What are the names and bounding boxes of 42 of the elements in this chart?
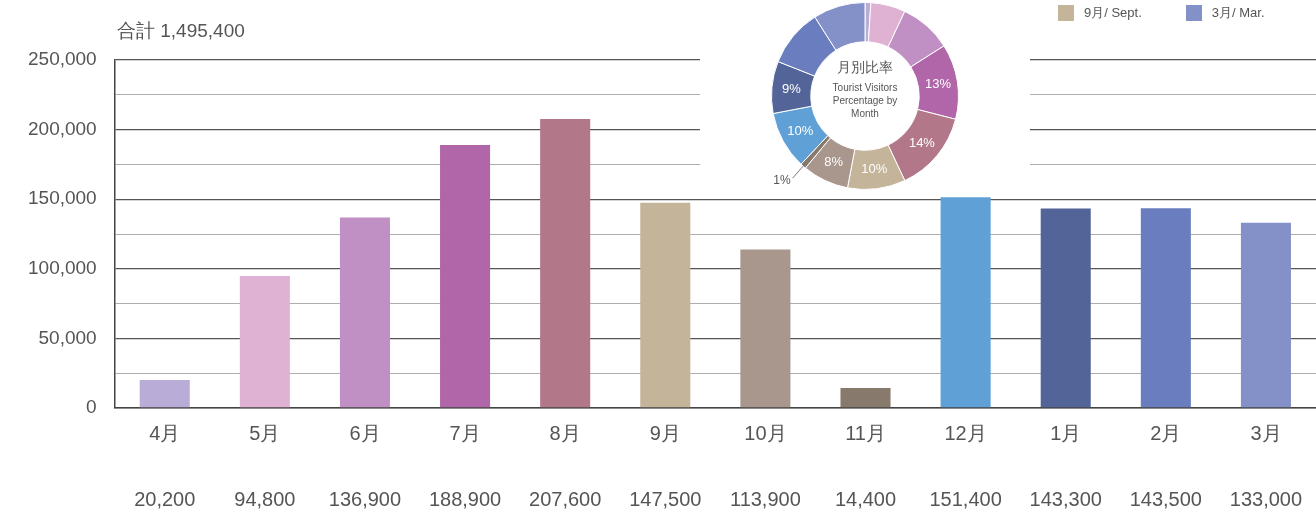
y-tick-label: 150,000 <box>27 187 97 209</box>
text: 月別比率 <box>837 58 893 75</box>
y-tick-label: 250,000 <box>27 48 97 70</box>
data-label: 133,000 <box>1229 487 1303 510</box>
y-tick-label: 200,000 <box>27 117 97 139</box>
x-tick-label: 3月 <box>1250 421 1282 444</box>
data-label: 14,400 <box>834 487 897 510</box>
x-tick-label: 12月 <box>944 421 987 444</box>
x-tick-label: 7月 <box>449 421 481 444</box>
y-tick-label: 0 <box>86 396 97 418</box>
data-label: 143,300 <box>1029 487 1102 510</box>
data-label: 8% <box>824 154 844 170</box>
x-tick-label: 10月 <box>744 421 787 444</box>
data-label: 207,600 <box>529 487 602 510</box>
data-label: 113,900 <box>729 487 801 510</box>
x-tick-label: 11月 <box>845 421 886 444</box>
legend-label: 3月/ Mar. <box>1211 4 1265 22</box>
x-tick-label: 2月 <box>1150 421 1182 444</box>
x-tick-label: 8月 <box>549 421 581 444</box>
data-label: 147,500 <box>629 487 702 510</box>
x-tick-label: 5月 <box>249 421 281 444</box>
x-tick-label: 9月 <box>649 421 681 444</box>
chart-title: 合計 1,495,400 <box>117 19 245 43</box>
x-tick-label: 6月 <box>349 421 381 444</box>
legend-label: 9月/ Sept. <box>1084 4 1142 22</box>
y-tick-label: 100,000 <box>27 257 97 279</box>
data-label: 13% <box>924 76 952 92</box>
x-tick-label: 1月 <box>1050 421 1082 444</box>
data-label: 20,200 <box>134 487 196 510</box>
data-label: 151,400 <box>929 487 1002 510</box>
data-label: 94,800 <box>234 487 296 510</box>
x-tick-label: 4月 <box>149 421 181 444</box>
data-label: 1% <box>773 173 791 188</box>
data-label: 136,900 <box>328 487 402 510</box>
data-label: 10% <box>861 160 888 176</box>
y-tick-label: 50,000 <box>38 326 97 348</box>
data-label: 143,500 <box>1129 487 1202 510</box>
data-label: 188,900 <box>428 487 502 510</box>
text: Tourist Visitors Percentage by Month <box>832 81 898 119</box>
data-label: 14% <box>908 134 936 150</box>
data-label: 10% <box>787 123 814 139</box>
data-label: 9% <box>782 80 802 96</box>
